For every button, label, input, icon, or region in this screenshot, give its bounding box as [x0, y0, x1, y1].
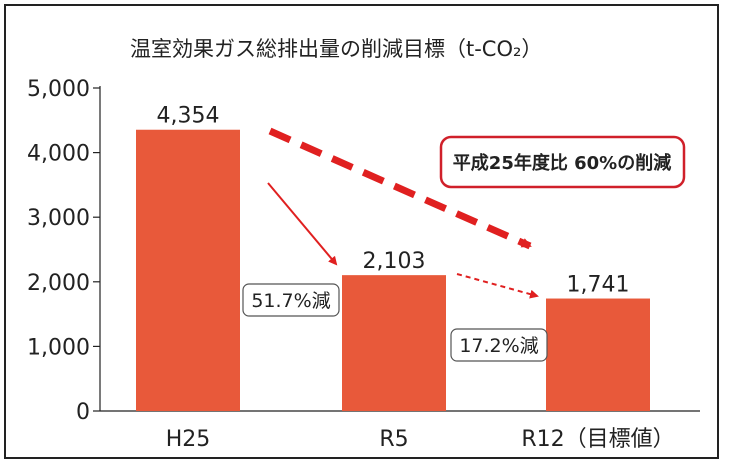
x-tick-label: R5: [379, 427, 408, 452]
data-label: 4,354: [157, 104, 220, 129]
y-tick-label: 3,000: [27, 206, 90, 231]
y-tick-label: 5,000: [27, 77, 90, 102]
reduction-arrow-1: [267, 182, 338, 266]
y-tick-label: 0: [76, 400, 90, 425]
y-tick-label: 4,000: [27, 142, 90, 167]
reduction-box-1: [242, 283, 340, 317]
target-badge: [439, 135, 686, 189]
data-label: 2,103: [363, 249, 426, 274]
x-tick-label: H25: [166, 427, 211, 452]
reduction-box-2: [450, 328, 548, 362]
target-badge-label: 平成25年度比 60%の削減: [453, 152, 671, 174]
bar: [342, 275, 446, 411]
reduction-label-1: 51.7%減: [251, 290, 330, 312]
value-labels: 4,354 2,103 1,741: [157, 104, 630, 298]
x-axis-labels: H25 R5 R12（目標値）: [166, 427, 675, 452]
y-tick-label: 2,000: [27, 271, 90, 296]
y-tick-label: 1,000: [27, 335, 90, 360]
bar: [546, 298, 650, 411]
bars: [136, 129, 650, 411]
data-label: 1,741: [567, 273, 630, 298]
x-tick-label: R12（目標値）: [521, 427, 674, 452]
chart-title: 温室効果ガス総排出量の削減目標（t-CO₂）: [130, 37, 542, 61]
target-trend-arrow: [268, 127, 532, 250]
bar: [136, 129, 240, 411]
reduction-arrow-2: [456, 273, 539, 299]
reduction-label-2: 17.2%減: [459, 335, 538, 357]
